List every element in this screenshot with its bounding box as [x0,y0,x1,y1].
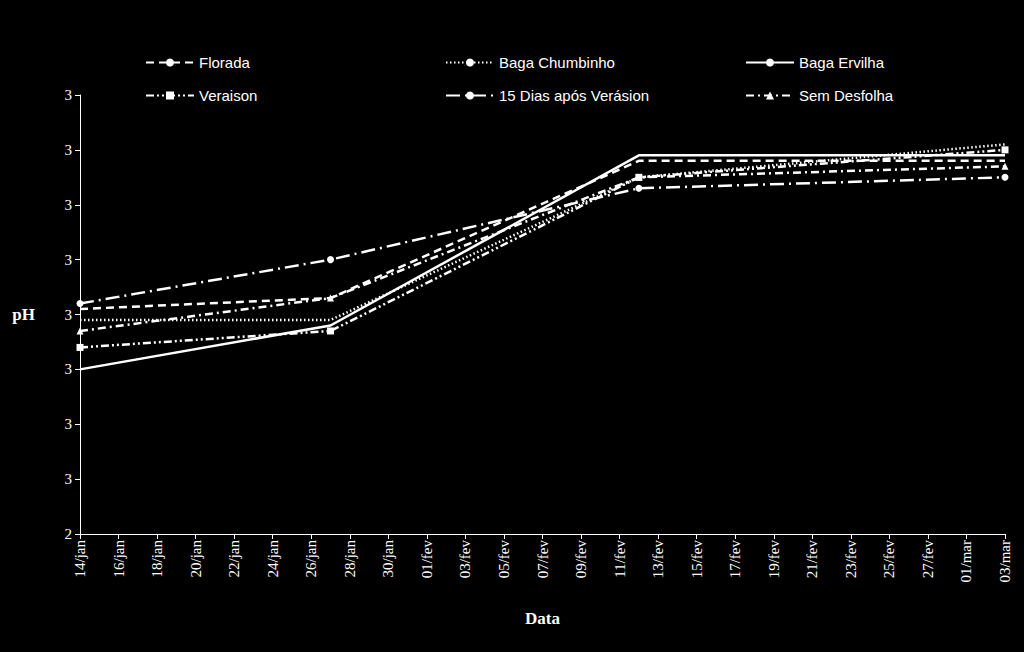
svg-text:3: 3 [65,416,73,432]
svg-text:15/fev: 15/fev [689,540,705,579]
svg-text:25/fev: 25/fev [881,540,897,579]
svg-text:Baga Chumbinho: Baga Chumbinho [499,54,615,71]
svg-text:28/jan: 28/jan [342,540,358,578]
svg-text:3: 3 [65,142,73,158]
svg-text:09/fev: 09/fev [573,540,589,579]
svg-text:3: 3 [65,197,73,213]
svg-text:Baga Ervilha: Baga Ervilha [799,54,885,71]
svg-text:01/fev: 01/fev [419,540,435,579]
svg-text:3: 3 [65,307,73,323]
svg-text:20/jan: 20/jan [188,540,204,578]
svg-text:03/mar: 03/mar [997,540,1013,583]
svg-text:23/fev: 23/fev [843,540,859,579]
svg-text:3: 3 [65,252,73,268]
svg-text:03/fev: 03/fev [457,540,473,579]
svg-text:Veraison: Veraison [199,87,257,104]
svg-text:14/jan: 14/jan [72,540,88,578]
svg-text:17/fev: 17/fev [727,540,743,579]
svg-text:07/fev: 07/fev [535,540,551,579]
svg-text:19/fev: 19/fev [766,540,782,579]
svg-text:Data: Data [525,609,560,628]
svg-text:Florada: Florada [199,54,251,71]
svg-text:3: 3 [65,361,73,377]
svg-text:22/jan: 22/jan [226,540,242,578]
svg-text:26/jan: 26/jan [303,540,319,578]
svg-text:3: 3 [65,87,73,103]
svg-text:18/jan: 18/jan [149,540,165,578]
svg-text:pH: pH [12,305,35,324]
svg-text:15 Dias após Verásion: 15 Dias após Verásion [499,87,649,104]
svg-text:01/mar: 01/mar [958,540,974,583]
svg-text:13/fev: 13/fev [650,540,666,579]
svg-text:05/fev: 05/fev [496,540,512,579]
svg-text:30/jan: 30/jan [380,540,396,578]
svg-text:2: 2 [65,526,73,542]
svg-text:27/fev: 27/fev [920,540,936,579]
svg-text:Sem Desfolha: Sem Desfolha [799,87,894,104]
svg-text:24/jan: 24/jan [265,540,281,578]
svg-text:16/jan: 16/jan [111,540,127,578]
svg-text:11/fev: 11/fev [612,540,628,578]
svg-text:21/fev: 21/fev [804,540,820,579]
svg-text:3: 3 [65,471,73,487]
